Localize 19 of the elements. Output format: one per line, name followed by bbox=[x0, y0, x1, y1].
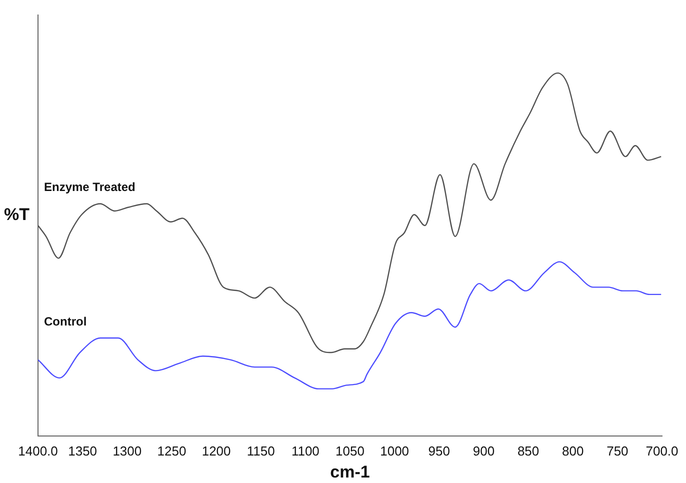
x-tick-label: 1350 bbox=[68, 443, 98, 458]
x-tick-label: 1100 bbox=[291, 443, 320, 458]
x-tick-label: 1000 bbox=[380, 443, 410, 458]
x-tick-label: 1150 bbox=[246, 443, 275, 458]
x-tick-label: 1300 bbox=[112, 443, 142, 458]
x-tick-label: 850 bbox=[517, 443, 540, 458]
y-axis-title: %T bbox=[4, 205, 30, 225]
x-tick-label: 1200 bbox=[202, 443, 231, 458]
x-tick-label: 1050 bbox=[336, 443, 364, 458]
x-tick-label: 950 bbox=[428, 443, 450, 458]
series-label: Enzyme Treated bbox=[44, 180, 136, 194]
x-tick-label: 700.0 bbox=[646, 443, 678, 458]
x-tick-label: 800 bbox=[562, 443, 584, 458]
x-tick-label: 750 bbox=[606, 443, 628, 458]
x-axis-title: cm-1 bbox=[330, 462, 370, 482]
x-tick-label: 1400.0 bbox=[18, 443, 58, 458]
series-label: Control bbox=[44, 314, 87, 328]
x-tick-label: 900 bbox=[472, 443, 495, 458]
x-tick-label: 1250 bbox=[157, 443, 186, 458]
